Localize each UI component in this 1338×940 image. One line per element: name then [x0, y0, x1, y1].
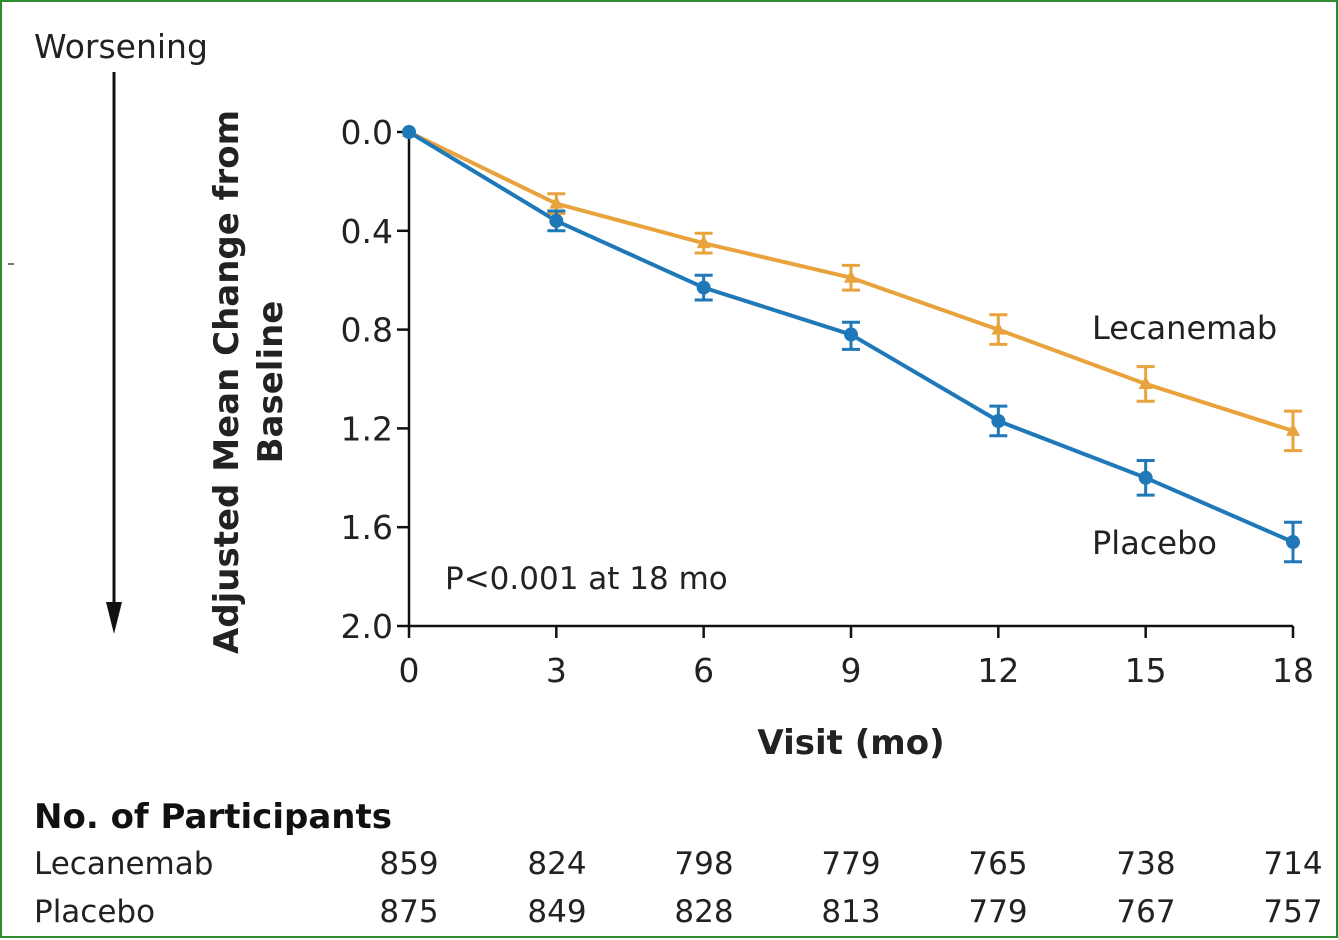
y-tick-label: 0.4: [341, 212, 393, 251]
table-cell: 875: [379, 894, 438, 930]
table-cell: 738: [1116, 846, 1175, 882]
p-value-annotation: P<0.001 at 18 mo: [445, 561, 728, 597]
y-axis-title-line1: Adjusted Mean Change from: [207, 110, 247, 654]
y-tick-label: 0.8: [341, 311, 393, 350]
series-layer: [402, 124, 1302, 564]
data-point-placebo: [696, 280, 711, 295]
series-label-placebo: Placebo: [1092, 524, 1217, 562]
data-point-lecanemab: [696, 235, 711, 249]
y-tick-label: 1.2: [341, 409, 393, 448]
data-point-placebo: [991, 413, 1006, 428]
x-tick-label: 18: [1272, 651, 1314, 690]
table-cell: 849: [527, 894, 586, 930]
x-tick-label: 3: [546, 651, 567, 690]
table-cell: 824: [527, 846, 586, 882]
table-row-label-placebo: Placebo: [34, 894, 155, 930]
y-tick-label: 0.0: [341, 113, 393, 152]
x-tick-label: 0: [399, 651, 420, 690]
participants-title: No. of Participants: [34, 797, 392, 837]
data-point-lecanemab: [991, 321, 1006, 335]
x-axis-title: Visit (mo): [757, 723, 944, 763]
table-cell: 859: [379, 846, 438, 882]
y-tick-label: 1.6: [341, 508, 393, 547]
table-cell: 813: [821, 894, 880, 930]
table-cell: 765: [968, 846, 1027, 882]
table-cell: 798: [674, 846, 733, 882]
data-point-lecanemab: [844, 269, 858, 283]
table-cell: 767: [1116, 894, 1175, 930]
x-tick-label: 12: [977, 651, 1019, 690]
x-ticks: 0 3 6 9 12 15 18: [399, 626, 1314, 690]
data-point-lecanemab: [1138, 375, 1153, 389]
data-point-lecanemab: [549, 195, 564, 209]
table-cell: 757: [1263, 894, 1322, 930]
x-tick-label: 9: [841, 651, 862, 690]
series-lecanemab: [402, 124, 1302, 453]
data-point-placebo: [1138, 470, 1153, 485]
series-label-lecanemab: Lecanemab: [1092, 309, 1277, 347]
data-point-placebo: [402, 125, 416, 139]
data-point-lecanemab: [1286, 422, 1300, 436]
series-placebo: [402, 125, 1302, 564]
x-tick-label: 15: [1125, 651, 1167, 690]
data-point-placebo: [549, 213, 564, 228]
y-tick-label: 2.0: [341, 607, 393, 646]
data-point-placebo: [844, 327, 858, 342]
worsening-arrow: [106, 72, 122, 634]
table-cell: 779: [968, 894, 1027, 930]
y-ticks: 0.0 0.4 0.8 1.2 1.6 2.0: [341, 113, 409, 646]
table-row-label-lecanemab: Lecanemab: [34, 846, 213, 882]
table-cell: 828: [674, 894, 733, 930]
worsening-label: Worsening: [34, 27, 208, 66]
participants-values: 859 824 798 779 765 738 714 875 849 828 813 779 767 7…: [379, 846, 1322, 930]
y-axis-title-line2: Baseline: [251, 301, 291, 464]
table-cell: 779: [821, 846, 880, 882]
x-tick-label: 6: [693, 651, 714, 690]
table-cell: 714: [1263, 846, 1322, 882]
data-point-placebo: [1286, 535, 1300, 550]
